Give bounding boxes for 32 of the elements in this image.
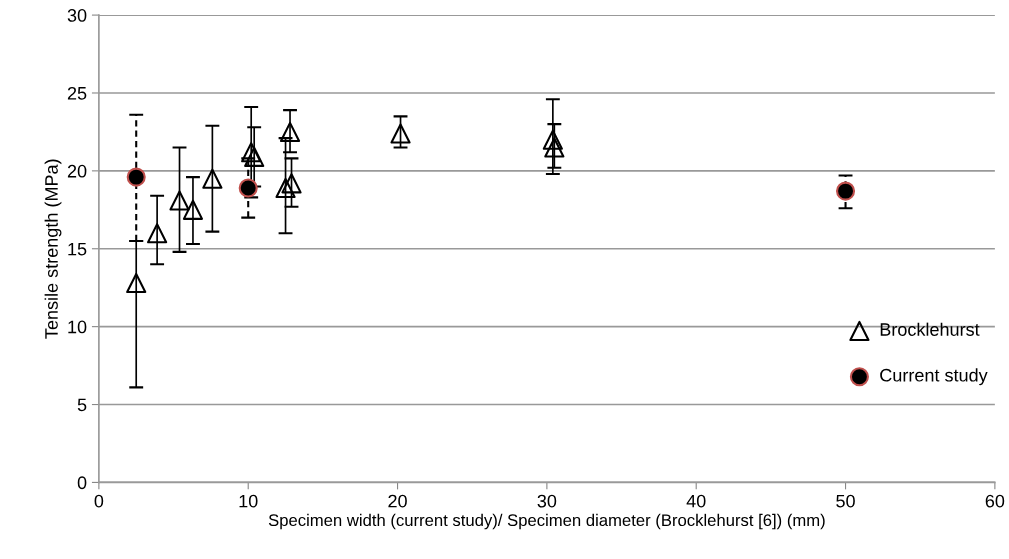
point [279,121,301,143]
point [281,173,302,194]
x-tick-label: 0 [94,494,104,508]
x-tick-label: 30 [537,494,557,508]
x-tick-label: 20 [388,494,407,508]
legend-label: Brocklehurst [880,322,980,336]
point [542,129,563,150]
point [390,123,411,144]
point [126,272,147,294]
y-tick-label: 15 [68,242,87,256]
point [275,177,296,199]
point [544,137,565,158]
point [836,181,856,201]
y-tick-label: 10 [68,320,87,334]
point [202,168,223,189]
y-axis-title: Tensile strength (MPa) [44,159,62,339]
y-tick-label: 25 [67,86,87,100]
legend-label: Current study [880,368,988,386]
point [182,199,204,220]
point [147,223,168,244]
y-tick-label: 5 [77,398,87,412]
y-tick-label: 20 [67,164,87,178]
x-tick-label: 60 [985,494,1005,508]
x-tick-label: 40 [686,494,706,508]
x-tick-label: 10 [239,494,258,508]
point [238,178,258,198]
point [169,190,190,211]
y-tick-label: 0 [77,476,87,490]
x-tick-label: 50 [836,494,855,508]
x-axis-title: Specimen width (current study)/ Specimen diameter (Brocklehurst [6]) (mm) [268,513,825,530]
point [126,167,146,187]
y-tick-label: 30 [67,9,87,22]
